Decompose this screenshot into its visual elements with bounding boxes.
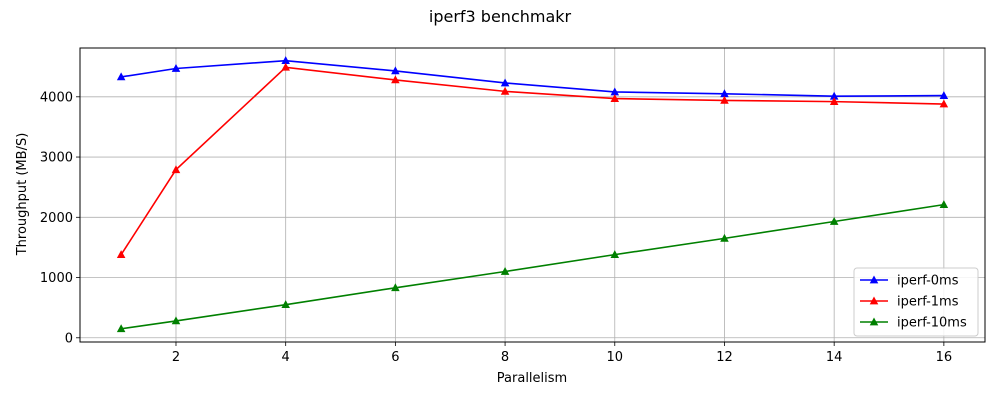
data-point	[171, 63, 181, 72]
x-tick-label: 14	[826, 350, 843, 365]
data-point	[720, 89, 729, 98]
series-iperf-1ms	[116, 62, 949, 259]
y-tick-label: 2000	[40, 211, 73, 226]
legend-item: iperf-0ms	[860, 274, 959, 289]
x-tick-label: 2	[172, 350, 180, 365]
chart-title: iperf3 benchmakr	[429, 7, 572, 26]
data-point	[610, 94, 620, 102]
data-point	[610, 250, 620, 259]
x-tick-label: 12	[716, 350, 733, 365]
legend-label: iperf-0ms	[897, 274, 959, 289]
data-point	[500, 267, 510, 275]
data-point	[939, 99, 949, 108]
y-tick-label: 4000	[40, 90, 73, 105]
data-point	[939, 200, 949, 209]
legend-item: iperf-1ms	[860, 295, 959, 310]
data-point	[171, 316, 181, 325]
plot-frame	[79, 47, 986, 343]
data-point	[720, 233, 729, 242]
data-point	[829, 97, 839, 105]
legend-box	[853, 267, 979, 337]
legend-marker	[869, 275, 879, 284]
data-point	[391, 283, 400, 292]
y-tick-label: 1000	[40, 271, 73, 286]
data-point	[116, 72, 126, 81]
data-point	[116, 250, 126, 259]
grid	[80, 48, 985, 342]
data-point	[500, 78, 510, 87]
series-line	[121, 59, 944, 97]
data-point	[939, 91, 949, 99]
y-tick-label: 3000	[40, 151, 73, 166]
data-point	[610, 87, 620, 96]
data-point	[829, 217, 839, 225]
data-point	[281, 56, 290, 65]
y-axis-label: Throughput (MB/S)	[15, 133, 30, 257]
x-tick-label: 4	[282, 350, 290, 365]
data-point	[116, 324, 126, 333]
x-tick-label: 16	[936, 350, 953, 365]
x-tick-label: 8	[501, 350, 509, 365]
data-point	[171, 165, 181, 174]
x-tick-label: 10	[606, 350, 623, 365]
series-iperf-10ms	[116, 200, 949, 333]
legend-label: iperf-1ms	[897, 295, 959, 310]
legend-item: iperf-10ms	[860, 316, 967, 331]
data-point	[281, 62, 290, 71]
series-line	[121, 203, 944, 330]
x-tick-label: 6	[391, 350, 399, 365]
legend-marker	[869, 296, 879, 305]
data-point	[829, 91, 839, 100]
data-point	[500, 86, 510, 95]
legend-marker	[869, 317, 879, 326]
data-point	[391, 75, 400, 84]
y-tick-label: 0	[65, 331, 73, 346]
data-point	[720, 95, 729, 104]
data-point	[281, 300, 290, 309]
x-axis-label: Parallelism	[497, 371, 567, 386]
data-point	[391, 66, 400, 75]
axes-ticks: 2 4 6 8 10 12 14 16 0 1000 2000 3000 4000	[40, 90, 952, 365]
legend: iperf-0ms iperf-1ms iperf-10ms	[853, 267, 979, 337]
series-iperf-0ms	[116, 56, 949, 100]
series-layer	[116, 56, 949, 333]
legend-label: iperf-10ms	[897, 316, 967, 331]
